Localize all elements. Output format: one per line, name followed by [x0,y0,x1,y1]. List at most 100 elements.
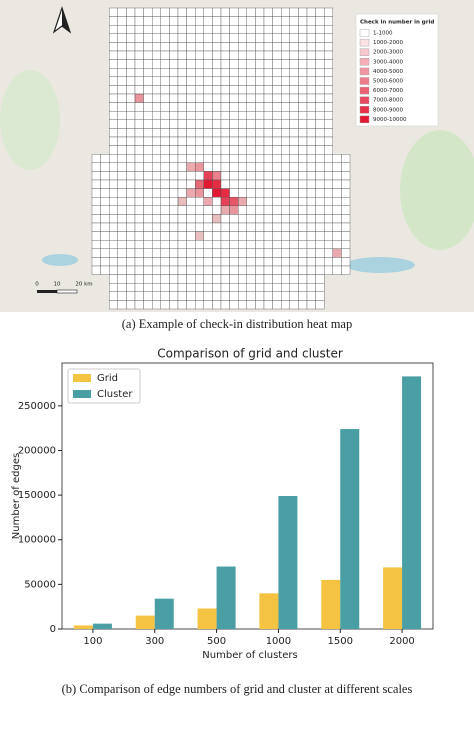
legend-label: Grid [97,373,118,384]
grid-cell [237,93,247,103]
grid-cell [272,179,282,189]
scale-label: 0 [35,282,39,288]
grid-cell [151,248,161,258]
grid-cell [143,93,153,103]
grid-cell [315,50,325,60]
grid-cell [160,7,170,17]
grid-cell [281,239,291,249]
grid-cell [263,85,273,95]
legend-label: 7000-8000 [373,98,403,104]
grid-cell [237,50,247,60]
grid-cell [246,257,256,267]
grid-cell [237,257,247,267]
grid-cell [151,153,161,163]
grid-cell [289,76,299,86]
legend-swatch [359,96,370,104]
grid-cell [117,283,127,293]
grid-cell [177,67,187,77]
grid-cell [203,76,213,86]
grid-cell [306,179,316,189]
legend-label: 5000-6000 [373,79,403,85]
grid-cell [229,231,239,241]
grid-cell [117,16,127,26]
grid-cell [177,222,187,232]
grid-cell [169,265,179,275]
grid-cell [332,265,342,275]
grid-cell [237,145,247,155]
grid-cell [143,171,153,181]
grid-cell [289,179,299,189]
grid-cell [126,239,136,249]
grid-cell [203,85,213,95]
grid-cell [315,196,325,206]
grid-cell [169,7,179,17]
grid-cell [100,265,110,275]
grid-cell [203,7,213,17]
grid-cell [143,76,153,86]
grid-cell [281,257,291,267]
grid-cell [281,16,291,26]
grid-cell [272,153,282,163]
grid-cell [324,231,334,241]
bar [340,429,360,629]
grid-cell [281,248,291,258]
grid-cell [255,171,265,181]
grid-cell [117,67,127,77]
grid-cell [281,7,291,17]
grid-cell [203,67,213,77]
grid-cell [255,214,265,224]
grid-cell [100,205,110,215]
grid-cell [194,50,204,60]
grid-cell [237,222,247,232]
grid-cell [134,291,144,301]
grid-cell [194,33,204,43]
grid-cell [186,7,196,17]
grid-cell [169,300,179,310]
grid-cell [263,119,273,129]
bar [402,376,422,629]
grid-cell [272,42,282,52]
grid-cell [143,231,153,241]
grid-cell [186,33,196,43]
grid-cell [332,248,342,258]
grid-cell [134,257,144,267]
grid-cell [100,248,110,258]
grid-cell [229,85,239,95]
grid-cell [186,162,196,172]
grid-cell [237,248,247,258]
grid-cell [160,291,170,301]
grid-cell [255,153,265,163]
grid-cell [220,274,230,284]
grid-cell [212,76,222,86]
grid-cell [194,171,204,181]
grid-cell [117,93,127,103]
grid-cell [220,7,230,17]
grid-cell [263,42,273,52]
grid-cell [203,222,213,232]
grid-cell [186,76,196,86]
grid-cell [263,102,273,112]
grid-cell [306,33,316,43]
grid-cell [298,153,308,163]
grid-cell [220,239,230,249]
grid-cell [237,179,247,189]
grid-cell [108,7,118,17]
grid-cell [169,239,179,249]
grid-cell [160,136,170,146]
grid-cell [126,291,136,301]
grid-cell [194,214,204,224]
grid-cell [229,16,239,26]
grid-cell [169,59,179,69]
grid-cell [108,42,118,52]
grid-cell [306,231,316,241]
grid-cell [91,248,101,258]
grid-cell [177,265,187,275]
grid-cell [255,179,265,189]
grid-cell [272,136,282,146]
grid-cell [315,85,325,95]
grid-cell [229,136,239,146]
grid-cell [117,128,127,138]
grid-cell [108,171,118,181]
grid-cell [126,274,136,284]
